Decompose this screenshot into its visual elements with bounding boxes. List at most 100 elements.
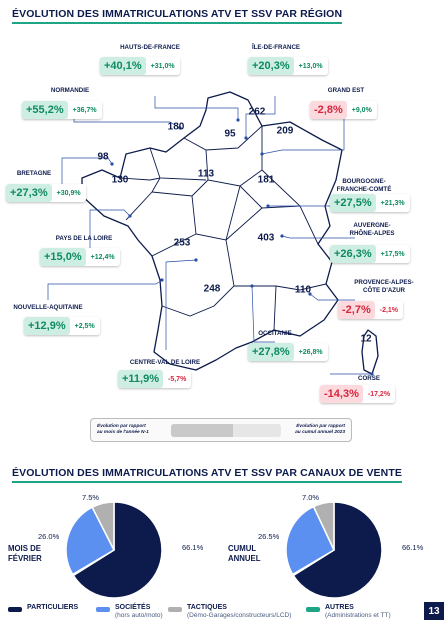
region-box-bfc: +27,5% +21,3% [330,194,410,212]
region-month-text: +55,2% [26,104,64,116]
connector-line [47,279,163,300]
region-count-hdf: 262 [248,106,266,118]
region-month-text: +26,3% [334,248,372,260]
region-box-idf: +20,3% +13,0% [248,57,328,75]
region-box-ge: -2,8% +9,0% [310,101,377,119]
region-cumul-value: +26,8% [293,343,328,361]
region-count-nor: 180 [167,121,185,133]
legend-swatch [8,607,22,612]
region-month-value: +27,8% [248,343,294,361]
region-month-text: +12,9% [28,320,66,332]
connector-line [245,96,276,138]
region-label-cor: CORSE [357,375,381,382]
region-month-value: +40,1% [100,57,146,75]
region-box-cor: -14,3% -17,2% [320,385,396,403]
france-map [47,91,379,376]
border-line [183,125,263,151]
border-line [161,239,235,317]
region-box-nor: +55,2% +36,7% [22,101,102,119]
region-label-bre: BRETAGNE [16,170,52,177]
region-cumul-value: +12,4% [85,248,120,266]
region-month-value: +27,5% [330,194,376,212]
pie-cumul-label-particuliers: 66.1% [402,543,424,552]
region-month-text: -2,8% [314,104,343,116]
region-box-na: +12,9% +2,5% [24,317,100,335]
region-label-pdl: PAYS DE LA LOIRE [55,235,113,242]
region-box-cvl: +11,9% -5,7% [118,370,192,388]
region-label-idf: ÎLE-DE-FRANCE [251,44,301,51]
region-cumul-value: +13,0% [293,57,328,75]
region-box-occ: +27,8% +26,8% [248,343,328,361]
connector-line [261,118,345,155]
pie-slice-tactiques [312,501,335,551]
region-count-idf: 95 [224,128,236,140]
channels-section-title: ÉVOLUTION DES IMMATRICULATIONS ATV ET SS… [12,467,402,483]
pie-slice-socits [285,505,335,576]
region-cumul-value: +21,3% [375,194,410,212]
legend-bar [171,424,281,437]
region-cumul-value: +2,5% [69,317,100,335]
region-month-text: +15,0% [44,251,82,263]
border-line [273,285,277,331]
region-dot [110,162,114,166]
region-label-nor: NORMANDIE [50,87,90,94]
connector-line [61,157,113,184]
region-dot [250,284,254,288]
region-month-value: +20,3% [248,57,294,75]
border-line [151,233,197,257]
region-month-value: +15,0% [40,248,86,266]
legend-swatch [96,607,110,612]
region-dot [244,136,248,140]
region-month-text: -14,3% [324,388,359,400]
page-number: 13 [424,602,444,620]
pie-month-label-particuliers: 66.1% [182,543,204,552]
region-dot [128,214,132,218]
region-cumul-value: -5,7% [163,370,192,388]
region-box-bre: +27,3% +30,9% [6,184,86,202]
france-outline [81,91,343,371]
region-dot [178,126,182,130]
region-label-na: NOUVELLE-AQUITAINE [13,304,83,311]
region-label-cvl: CENTRE-VAL DE LOIRE [129,359,201,366]
legend-cumul-text: Évolution par rapport au cumul annuel 20… [295,424,345,435]
region-month-value: +11,9% [118,370,164,388]
connector-line [154,96,239,120]
legend-societes: SOCIÉTÉS (hors auto/moto) [96,604,163,620]
connector-line [251,285,275,343]
region-count-bre: 98 [97,151,109,163]
region-cumul-value: +31,0% [145,57,180,75]
pie-slice-socits [65,506,115,576]
pie-month-label-societes: 26.0% [38,532,60,541]
pie-cumul-label-tactiques: 7.0% [302,493,320,502]
region-label-ara: AUVERGNE- RHÔNE-ALPES [349,222,395,237]
region-label-bfc: BOURGOGNE- FRANCHE-COMTÉ [336,178,392,193]
connector-line [309,293,355,301]
pie-cumul-label-societes: 26.5% [258,532,280,541]
region-count-na: 253 [173,237,191,249]
region-dot [266,204,270,208]
legend-autres: AUTRES (Administrations et TT) [306,604,391,620]
pie-slice-particuliers [72,501,163,599]
connector-line [281,235,355,239]
pie-month-title: MOIS DE FÉVRIER [8,544,42,563]
region-month-text: +27,8% [252,346,290,358]
pie-month [65,501,163,599]
region-count-ara: 403 [257,232,275,244]
region-dot [260,152,264,156]
region-count-cvl: 113 [197,168,215,180]
corsica-outline [361,329,379,375]
region-cumul-value: -2,1% [374,301,404,319]
region-month-text: +40,1% [104,60,142,72]
regions-section-title: ÉVOLUTION DES IMMATRICULATIONS ATV ET SS… [12,8,343,24]
region-dot [280,234,284,238]
region-box-ara: +26,3% +17,5% [330,245,410,263]
connector-line [165,259,197,350]
region-dot [194,258,198,262]
region-month-text: +11,9% [122,373,160,385]
pie-cumul-title: CUMUL ANNUEL [228,544,261,563]
region-cumul-value: +9,0% [346,101,377,119]
region-month-text: +20,3% [252,60,290,72]
border-line [119,177,161,181]
border-line [225,207,263,241]
pie-month-label-tactiques: 7.5% [82,493,100,502]
